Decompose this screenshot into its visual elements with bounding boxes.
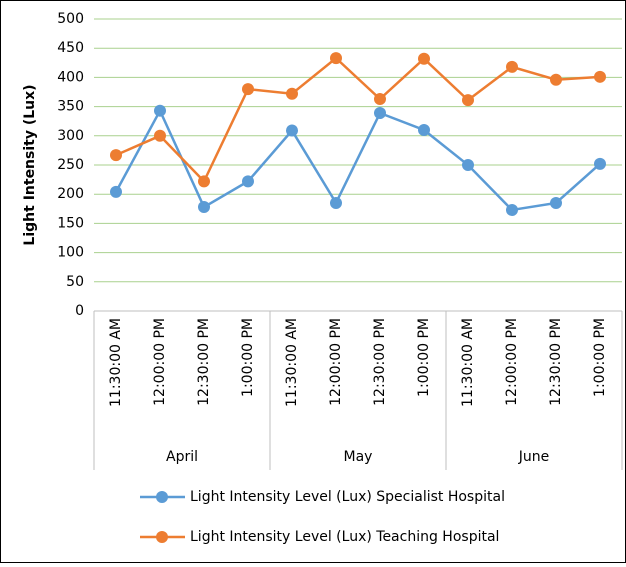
legend-label: Light Intensity Level (Lux) Teaching Hos… (190, 529, 499, 545)
marker (374, 107, 386, 120)
x-tick-label: 12:00:00 PM (328, 318, 344, 406)
marker (242, 175, 254, 188)
x-tick-label: 1:00:00 PM (592, 318, 608, 397)
x-tick-label: 12:00:00 PM (152, 318, 168, 406)
x-tick-label: 12:30:00 PM (372, 318, 388, 406)
marker (594, 70, 606, 83)
x-tick-label: 12:30:00 PM (548, 318, 564, 406)
y-tick-label: 300 (57, 128, 84, 144)
series-line (114, 107, 601, 212)
marker (550, 196, 562, 209)
marker (330, 196, 342, 209)
marker (198, 175, 210, 188)
y-axis-title: Light Intensity (Lux) (22, 84, 38, 245)
x-tick-label: 12:30:00 PM (196, 318, 212, 406)
marker (594, 157, 606, 170)
y-tick-label: 200 (57, 186, 84, 202)
y-tick-label: 150 (57, 215, 84, 231)
legend-label: Light Intensity Level (Lux) Specialist H… (190, 489, 505, 505)
marker (550, 73, 562, 86)
marker (506, 60, 518, 73)
marker (462, 94, 474, 107)
y-tick-label: 500 (57, 11, 84, 27)
marker (198, 201, 210, 214)
y-tick-label: 0 (75, 303, 84, 319)
x-tick-label: 11:30:00 AM (108, 318, 124, 407)
marker (418, 123, 430, 136)
marker (286, 124, 298, 137)
y-tick-label: 250 (57, 157, 84, 173)
marker (286, 87, 298, 100)
y-tick-label: 100 (57, 245, 84, 261)
x-tick-label: 12:00:00 PM (504, 318, 520, 406)
y-tick-label: 450 (57, 40, 84, 56)
legend-marker (156, 531, 168, 543)
marker (462, 159, 474, 171)
marker (154, 104, 166, 117)
marker (242, 83, 254, 96)
marker (374, 93, 386, 106)
series-line (115, 56, 601, 184)
marker (418, 52, 430, 65)
marker (506, 203, 518, 216)
y-tick-label: 350 (57, 99, 84, 115)
y-tick-label: 400 (57, 69, 84, 85)
x-tick-label: 1:00:00 PM (240, 318, 256, 397)
group-label: May (344, 449, 373, 465)
legend-marker (156, 491, 168, 503)
x-tick-label: 1:00:00 PM (416, 318, 432, 397)
marker (154, 129, 166, 142)
marker (110, 185, 122, 198)
group-label: June (518, 449, 550, 465)
x-tick-label: 11:30:00 AM (460, 318, 476, 407)
y-tick-label: 50 (66, 274, 84, 290)
marker (330, 52, 342, 65)
group-label: April (166, 449, 198, 465)
marker (110, 149, 122, 162)
x-tick-label: 11:30:00 AM (284, 318, 300, 407)
